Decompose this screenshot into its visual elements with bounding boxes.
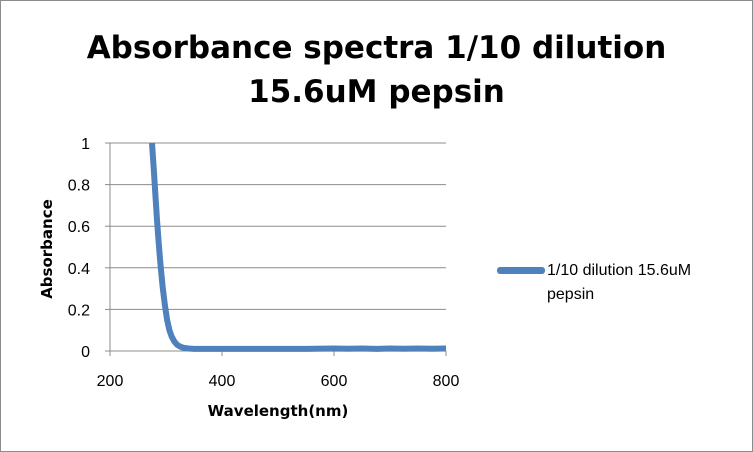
chart-title: Absorbance spectra 1/10 dilution 15.6uM … [0,26,753,114]
legend: 1/10 dilution 15.6uM pepsin [497,259,737,315]
gridlines [110,142,446,310]
series-line-0 [149,142,447,352]
y-tick-labels: 0 0.2 0.4 0.6 0.8 1 [68,136,110,361]
y-tick-label-0: 0 [81,344,90,361]
chart-title-line-2: 15.6uM pepsin [248,74,505,110]
x-axis-label: Wavelength(nm) [208,402,349,420]
y-tick-label-2: 0.4 [68,261,90,278]
x-tick-labels: 200 400 600 800 [97,351,460,390]
x-tick-label-3: 800 [433,373,460,390]
y-tick-label-4: 0.8 [68,178,90,195]
y-tick-label-3: 0.6 [68,219,90,236]
y-axis-label: Absorbance [38,199,56,299]
x-tick-label-0: 200 [97,373,124,390]
chart-title-line-1: Absorbance spectra 1/10 dilution [86,30,667,66]
y-tick-label-1: 0.2 [68,302,90,319]
legend-swatch [497,267,545,274]
legend-label: 1/10 dilution 15.6uM pepsin [547,262,692,303]
x-tick-label-2: 600 [321,373,348,390]
series-layer [149,142,447,352]
x-tick-label-1: 400 [209,373,236,390]
y-tick-label-5: 1 [81,136,90,153]
